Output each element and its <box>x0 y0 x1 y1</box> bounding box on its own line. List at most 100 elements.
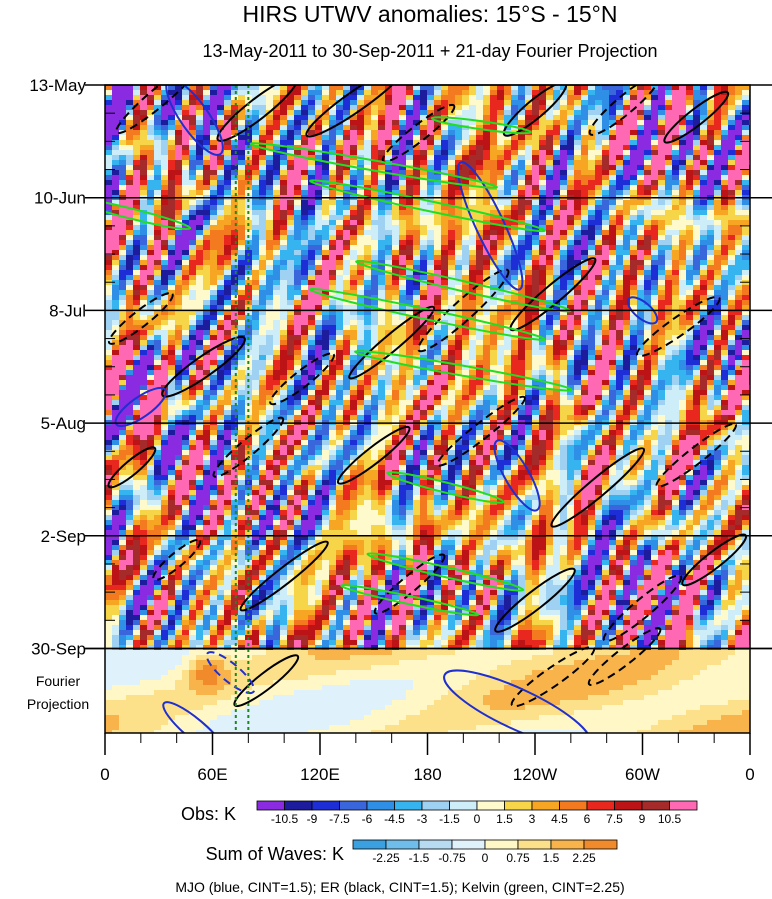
heat-cell <box>455 100 463 106</box>
heat-cell <box>371 275 379 281</box>
heat-cell <box>392 225 400 231</box>
heat-cell <box>259 230 267 236</box>
heat-cell <box>245 250 253 256</box>
heat-cell <box>427 335 435 341</box>
heat-cell <box>539 345 547 351</box>
heat-cell <box>721 95 729 101</box>
heat-cell <box>336 345 344 351</box>
heat-cell <box>686 175 694 181</box>
heat-cell <box>364 155 372 161</box>
heat-cell <box>616 220 624 226</box>
heat-cell <box>196 180 204 186</box>
heat-cell <box>455 245 463 251</box>
heat-cell <box>301 190 309 196</box>
heat-cell <box>483 295 491 301</box>
heat-cell <box>420 205 428 211</box>
heat-cell <box>189 230 197 236</box>
heat-cell <box>378 90 386 96</box>
heat-cell <box>553 260 561 266</box>
heat-cell <box>273 325 281 331</box>
heat-cell <box>343 330 351 336</box>
heat-cell <box>154 120 162 126</box>
heat-cell <box>259 275 267 281</box>
heat-cell <box>714 130 722 136</box>
heat-cell <box>294 250 302 256</box>
heat-cell <box>322 340 330 346</box>
heat-cell <box>455 265 463 271</box>
heat-cell <box>105 90 113 96</box>
heat-cell <box>364 165 372 171</box>
heat-cell <box>455 290 463 296</box>
heat-cell <box>371 290 379 296</box>
heat-cell <box>609 230 617 236</box>
heat-cell <box>637 205 645 211</box>
heat-cell <box>455 190 463 196</box>
heat-cell <box>686 245 694 251</box>
heat-cell <box>651 185 659 191</box>
heat-cell <box>378 185 386 191</box>
heat-cell <box>532 250 540 256</box>
heat-cell <box>560 190 568 196</box>
heat-cell <box>399 240 407 246</box>
heat-cell <box>196 110 204 116</box>
heat-cell <box>651 100 659 106</box>
heat-cell <box>357 175 365 181</box>
heat-cell <box>364 125 372 131</box>
heat-cell <box>287 215 295 221</box>
heat-cell <box>364 335 372 341</box>
heat-cell <box>665 165 673 171</box>
heat-cell <box>441 230 449 236</box>
heat-cell <box>553 95 561 101</box>
heat-cell <box>371 165 379 171</box>
heat-cell <box>371 120 379 126</box>
heat-cell <box>623 160 631 166</box>
heat-cell <box>532 240 540 246</box>
heat-cell <box>161 105 169 111</box>
heat-cell <box>168 125 176 131</box>
heat-cell <box>378 125 386 131</box>
heat-cell <box>154 160 162 166</box>
heat-cell <box>399 215 407 221</box>
heat-cell <box>721 215 729 221</box>
heat-cell <box>595 85 603 91</box>
heat-cell <box>154 320 162 326</box>
heat-cell <box>644 165 652 171</box>
heat-cell <box>462 115 470 121</box>
heat-cell <box>119 175 127 181</box>
heat-cell <box>301 105 309 111</box>
heat-cell <box>182 220 190 226</box>
heat-cell <box>224 330 232 336</box>
heat-cell <box>238 85 246 91</box>
heat-cell <box>658 240 666 246</box>
heat-cell <box>434 140 442 146</box>
heat-cell <box>679 325 687 331</box>
heat-cell <box>378 345 386 351</box>
heat-cell <box>217 310 225 316</box>
heat-cell <box>434 265 442 271</box>
heat-cell <box>679 105 687 111</box>
heat-cell <box>630 275 638 281</box>
heat-cell <box>490 210 498 216</box>
heat-cell <box>287 110 295 116</box>
heat-cell <box>434 95 442 101</box>
heat-cell <box>322 105 330 111</box>
heat-cell <box>490 155 498 161</box>
heat-cell <box>266 270 274 276</box>
heat-cell <box>504 345 512 351</box>
heat-cell <box>112 220 120 226</box>
heat-cell <box>483 155 491 161</box>
heat-cell <box>343 280 351 286</box>
heat-cell <box>119 225 127 231</box>
heat-cell <box>259 350 267 356</box>
heat-cell <box>651 85 659 91</box>
heat-cell <box>336 285 344 291</box>
heat-cell <box>623 335 631 341</box>
heat-cell <box>399 145 407 151</box>
heat-cell <box>504 330 512 336</box>
heat-cell <box>140 310 148 316</box>
heat-cell <box>525 90 533 96</box>
heat-cell <box>203 190 211 196</box>
heat-cell <box>728 110 736 116</box>
heat-cell <box>504 85 512 91</box>
heat-cell <box>329 200 337 206</box>
